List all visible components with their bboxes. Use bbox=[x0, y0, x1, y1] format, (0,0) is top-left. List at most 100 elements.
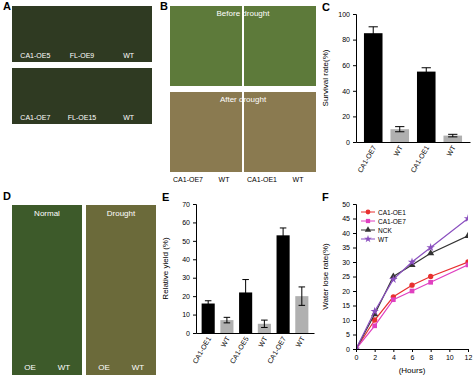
bar-chart: 020406080100CA1-OE7WTCA1-OE1WTSurvival r… bbox=[321, 1, 471, 174]
label: WT bbox=[132, 363, 145, 372]
tick-label: 100 bbox=[338, 11, 350, 18]
legend-item: CA1-OE7 bbox=[361, 218, 406, 225]
tick-mark bbox=[449, 349, 450, 352]
marker bbox=[408, 258, 416, 266]
tick-label: WT bbox=[257, 335, 269, 349]
tick-label: CA1-OE7 bbox=[356, 144, 377, 174]
tick-label: 50 bbox=[342, 201, 350, 208]
tick: 15 bbox=[342, 302, 356, 309]
tick: 10 bbox=[342, 317, 356, 324]
tick-mark bbox=[468, 349, 469, 352]
panel-label: A bbox=[3, 0, 11, 12]
marker bbox=[428, 280, 433, 285]
tick-label: 10 bbox=[446, 354, 454, 361]
tick: 50 bbox=[342, 201, 356, 208]
bar bbox=[417, 72, 436, 142]
label: Normal bbox=[34, 209, 60, 218]
tick-label: 20 bbox=[342, 113, 350, 120]
tick-label: 20 bbox=[342, 288, 350, 295]
label: CA1-OE7 bbox=[20, 114, 50, 121]
tick: 12 bbox=[465, 349, 473, 361]
plot-area bbox=[364, 27, 462, 142]
y-axis: 020406080100 bbox=[338, 11, 356, 146]
photo bbox=[244, 92, 316, 172]
axis-title: Relative yield (%) bbox=[161, 237, 170, 300]
panel-label: C bbox=[322, 1, 330, 13]
bar bbox=[202, 304, 215, 333]
tick-label: 12 bbox=[465, 354, 473, 361]
label: WT bbox=[293, 176, 305, 183]
error-bar bbox=[448, 134, 457, 137]
tick-mark bbox=[193, 278, 196, 279]
tick-label: 50 bbox=[182, 238, 190, 245]
error-bar bbox=[395, 127, 404, 132]
label: FL-OE15 bbox=[68, 114, 97, 121]
tick-mark bbox=[353, 349, 356, 350]
marker bbox=[464, 232, 468, 238]
tick-label: 8 bbox=[429, 354, 433, 361]
bar bbox=[364, 33, 383, 142]
tick-label: CA1-OE7 bbox=[266, 335, 287, 365]
bar bbox=[277, 235, 290, 333]
series-line bbox=[356, 262, 468, 349]
panel-label: F bbox=[322, 191, 329, 203]
tick-label: 45 bbox=[342, 215, 350, 222]
tick-label: 10 bbox=[342, 317, 350, 324]
photo bbox=[12, 68, 152, 124]
line-chart: 05101520253035404550024681012Water lose … bbox=[321, 191, 472, 375]
tick-label: 40 bbox=[342, 88, 350, 95]
panel-label: E bbox=[162, 191, 169, 203]
tick-label: 30 bbox=[342, 259, 350, 266]
tick-label: CA1-OE5 bbox=[229, 335, 250, 365]
label: CA1-OE5 bbox=[20, 52, 50, 59]
tick-label: 2 bbox=[373, 354, 377, 361]
legend-label: WT bbox=[378, 236, 388, 243]
legend-item: CA1-OE1 bbox=[361, 209, 406, 216]
error-bar bbox=[224, 317, 231, 323]
photo-panels: ACA1-OE5FL-OE9WTCA1-OE7FL-OE15WTBBefore … bbox=[3, 0, 316, 375]
error-bar bbox=[299, 287, 306, 305]
tick: 40 bbox=[182, 256, 196, 263]
tick-label: 0 bbox=[346, 346, 350, 353]
tick-label: WT bbox=[392, 144, 404, 158]
tick-mark bbox=[353, 291, 356, 292]
tick: 10 bbox=[446, 349, 454, 361]
axis-title: Survival rate(%) bbox=[321, 49, 330, 106]
tick-label: CA1-OE1 bbox=[409, 144, 430, 174]
plot-area bbox=[202, 228, 309, 333]
tick-mark bbox=[412, 349, 413, 352]
photo bbox=[12, 205, 82, 375]
panel-label: B bbox=[160, 0, 168, 12]
tick: WT bbox=[219, 333, 231, 348]
marker bbox=[391, 297, 396, 302]
tick: WT bbox=[445, 142, 457, 157]
label: Drought bbox=[107, 209, 136, 218]
tick-label: 0 bbox=[355, 354, 359, 361]
tick-mark bbox=[193, 259, 196, 260]
error-bar bbox=[205, 301, 212, 307]
tick-mark bbox=[353, 14, 356, 15]
label: WT bbox=[123, 52, 135, 59]
axis-line bbox=[353, 15, 357, 143]
tick-label: WT bbox=[294, 335, 306, 349]
tick: 45 bbox=[342, 215, 356, 222]
tick: 35 bbox=[342, 244, 356, 251]
legend-label: CA1-OE1 bbox=[378, 209, 406, 216]
error-bar bbox=[422, 68, 431, 76]
legend-item: WT bbox=[361, 235, 388, 243]
photo bbox=[12, 6, 152, 62]
tick: 20 bbox=[342, 288, 356, 295]
error-bar bbox=[280, 228, 287, 243]
y-axis: 010203040506070 bbox=[182, 201, 196, 337]
tick-mark bbox=[431, 349, 432, 352]
tick-label: 0 bbox=[186, 330, 190, 337]
tick: CA1-OE1 bbox=[191, 333, 212, 365]
label: WT bbox=[123, 114, 135, 121]
tick-label: 4 bbox=[392, 354, 396, 361]
tick-label: 0 bbox=[346, 139, 350, 146]
tick-label: 40 bbox=[342, 230, 350, 237]
marker bbox=[370, 307, 378, 315]
tick-mark bbox=[353, 142, 356, 143]
axis-title: (Hours) bbox=[399, 366, 426, 375]
tick-label: 35 bbox=[342, 244, 350, 251]
